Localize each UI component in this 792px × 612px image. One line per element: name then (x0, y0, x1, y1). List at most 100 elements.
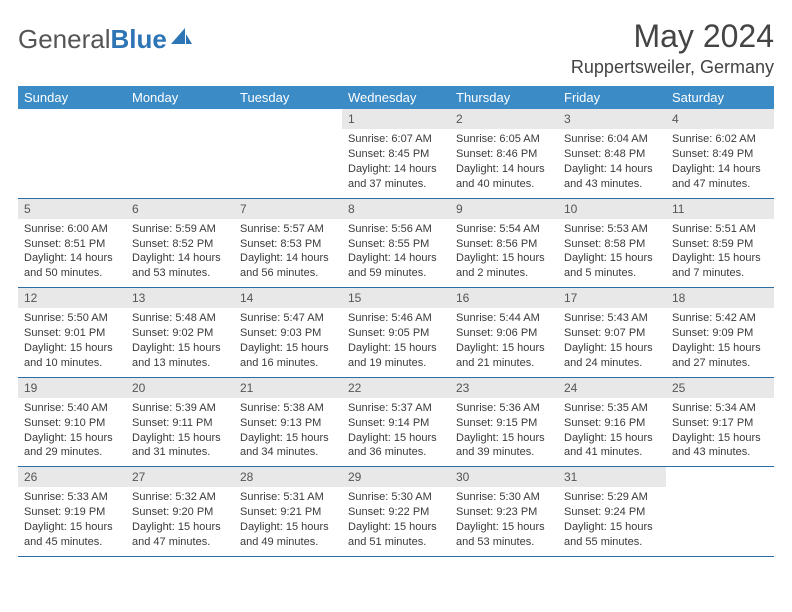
day-number: 22 (342, 378, 450, 398)
sunset-line: Sunset: 9:09 PM (672, 326, 768, 341)
day-cell: 8Sunrise: 5:56 AMSunset: 8:55 PMDaylight… (342, 199, 450, 288)
day-cell: 18Sunrise: 5:42 AMSunset: 9:09 PMDayligh… (666, 288, 774, 377)
daylight-line-1: Daylight: 15 hours (564, 341, 660, 356)
daylight-line-1: Daylight: 15 hours (456, 251, 552, 266)
day-number: 31 (558, 467, 666, 487)
day-cell: 2Sunrise: 6:05 AMSunset: 8:46 PMDaylight… (450, 109, 558, 198)
logo-text-2: Blue (111, 24, 167, 55)
day-number: 5 (18, 199, 126, 219)
sunset-line: Sunset: 9:06 PM (456, 326, 552, 341)
sunrise-line: Sunrise: 5:37 AM (348, 401, 444, 416)
daylight-line-2: and 41 minutes. (564, 445, 660, 460)
day-cell: 28Sunrise: 5:31 AMSunset: 9:21 PMDayligh… (234, 467, 342, 556)
sunrise-line: Sunrise: 5:56 AM (348, 222, 444, 237)
sunset-line: Sunset: 8:52 PM (132, 237, 228, 252)
day-content: Sunrise: 5:57 AMSunset: 8:53 PMDaylight:… (234, 219, 342, 287)
sunrise-line: Sunrise: 5:57 AM (240, 222, 336, 237)
day-content: Sunrise: 5:53 AMSunset: 8:58 PMDaylight:… (558, 219, 666, 287)
day-cell: 22Sunrise: 5:37 AMSunset: 9:14 PMDayligh… (342, 378, 450, 467)
day-content: Sunrise: 5:56 AMSunset: 8:55 PMDaylight:… (342, 219, 450, 287)
daylight-line-1: Daylight: 14 hours (24, 251, 120, 266)
sunrise-line: Sunrise: 5:33 AM (24, 490, 120, 505)
daylight-line-2: and 39 minutes. (456, 445, 552, 460)
daylight-line-2: and 29 minutes. (24, 445, 120, 460)
sunset-line: Sunset: 9:17 PM (672, 416, 768, 431)
sunset-line: Sunset: 9:14 PM (348, 416, 444, 431)
daylight-line-2: and 2 minutes. (456, 266, 552, 281)
day-number: 10 (558, 199, 666, 219)
sunrise-line: Sunrise: 5:30 AM (456, 490, 552, 505)
sunset-line: Sunset: 9:19 PM (24, 505, 120, 520)
day-cell: 10Sunrise: 5:53 AMSunset: 8:58 PMDayligh… (558, 199, 666, 288)
daylight-line-2: and 53 minutes. (132, 266, 228, 281)
daylight-line-2: and 19 minutes. (348, 356, 444, 371)
sunrise-line: Sunrise: 5:32 AM (132, 490, 228, 505)
day-number: 6 (126, 199, 234, 219)
sunset-line: Sunset: 9:24 PM (564, 505, 660, 520)
sunset-line: Sunset: 8:56 PM (456, 237, 552, 252)
sunrise-line: Sunrise: 5:43 AM (564, 311, 660, 326)
weekday-header-row: SundayMondayTuesdayWednesdayThursdayFrid… (18, 86, 774, 109)
day-content: Sunrise: 6:07 AMSunset: 8:45 PMDaylight:… (342, 129, 450, 197)
day-content: Sunrise: 5:37 AMSunset: 9:14 PMDaylight:… (342, 398, 450, 466)
day-cell: 20Sunrise: 5:39 AMSunset: 9:11 PMDayligh… (126, 378, 234, 467)
logo-text-1: General (18, 24, 111, 55)
daylight-line-1: Daylight: 14 hours (240, 251, 336, 266)
sunset-line: Sunset: 9:01 PM (24, 326, 120, 341)
day-number: 15 (342, 288, 450, 308)
day-content: Sunrise: 5:33 AMSunset: 9:19 PMDaylight:… (18, 487, 126, 555)
day-cell: 26Sunrise: 5:33 AMSunset: 9:19 PMDayligh… (18, 467, 126, 556)
week-row: 19Sunrise: 5:40 AMSunset: 9:10 PMDayligh… (18, 378, 774, 468)
day-cell: 19Sunrise: 5:40 AMSunset: 9:10 PMDayligh… (18, 378, 126, 467)
day-content: Sunrise: 5:48 AMSunset: 9:02 PMDaylight:… (126, 308, 234, 376)
sunrise-line: Sunrise: 5:54 AM (456, 222, 552, 237)
week-row: 26Sunrise: 5:33 AMSunset: 9:19 PMDayligh… (18, 467, 774, 557)
daylight-line-1: Daylight: 15 hours (564, 251, 660, 266)
sunset-line: Sunset: 9:20 PM (132, 505, 228, 520)
day-cell: 31Sunrise: 5:29 AMSunset: 9:24 PMDayligh… (558, 467, 666, 556)
sunrise-line: Sunrise: 5:39 AM (132, 401, 228, 416)
day-cell: 25Sunrise: 5:34 AMSunset: 9:17 PMDayligh… (666, 378, 774, 467)
sunset-line: Sunset: 9:16 PM (564, 416, 660, 431)
sunrise-line: Sunrise: 6:02 AM (672, 132, 768, 147)
day-number: 27 (126, 467, 234, 487)
daylight-line-1: Daylight: 15 hours (672, 341, 768, 356)
weekday-header: Friday (558, 86, 666, 109)
day-cell (666, 467, 774, 556)
day-content: Sunrise: 5:36 AMSunset: 9:15 PMDaylight:… (450, 398, 558, 466)
sunset-line: Sunset: 8:46 PM (456, 147, 552, 162)
day-number: 14 (234, 288, 342, 308)
sunset-line: Sunset: 8:59 PM (672, 237, 768, 252)
sunset-line: Sunset: 9:03 PM (240, 326, 336, 341)
day-content: Sunrise: 5:46 AMSunset: 9:05 PMDaylight:… (342, 308, 450, 376)
day-number: 25 (666, 378, 774, 398)
weekday-header: Monday (126, 86, 234, 109)
daylight-line-1: Daylight: 15 hours (24, 341, 120, 356)
sunset-line: Sunset: 8:58 PM (564, 237, 660, 252)
daylight-line-1: Daylight: 15 hours (348, 520, 444, 535)
sunset-line: Sunset: 9:13 PM (240, 416, 336, 431)
daylight-line-1: Daylight: 15 hours (564, 520, 660, 535)
daylight-line-1: Daylight: 15 hours (240, 341, 336, 356)
daylight-line-1: Daylight: 15 hours (348, 341, 444, 356)
day-cell: 14Sunrise: 5:47 AMSunset: 9:03 PMDayligh… (234, 288, 342, 377)
daylight-line-1: Daylight: 15 hours (24, 431, 120, 446)
day-cell: 9Sunrise: 5:54 AMSunset: 8:56 PMDaylight… (450, 199, 558, 288)
sunrise-line: Sunrise: 5:30 AM (348, 490, 444, 505)
day-content: Sunrise: 5:30 AMSunset: 9:23 PMDaylight:… (450, 487, 558, 555)
day-number: 13 (126, 288, 234, 308)
day-number: 28 (234, 467, 342, 487)
day-content: Sunrise: 5:40 AMSunset: 9:10 PMDaylight:… (18, 398, 126, 466)
sunset-line: Sunset: 9:05 PM (348, 326, 444, 341)
daylight-line-1: Daylight: 15 hours (672, 431, 768, 446)
day-number: 26 (18, 467, 126, 487)
daylight-line-2: and 55 minutes. (564, 535, 660, 550)
weekday-header: Saturday (666, 86, 774, 109)
daylight-line-2: and 21 minutes. (456, 356, 552, 371)
sunset-line: Sunset: 9:10 PM (24, 416, 120, 431)
sunrise-line: Sunrise: 5:48 AM (132, 311, 228, 326)
sunset-line: Sunset: 9:22 PM (348, 505, 444, 520)
daylight-line-1: Daylight: 15 hours (132, 520, 228, 535)
day-content: Sunrise: 5:43 AMSunset: 9:07 PMDaylight:… (558, 308, 666, 376)
daylight-line-2: and 43 minutes. (564, 177, 660, 192)
